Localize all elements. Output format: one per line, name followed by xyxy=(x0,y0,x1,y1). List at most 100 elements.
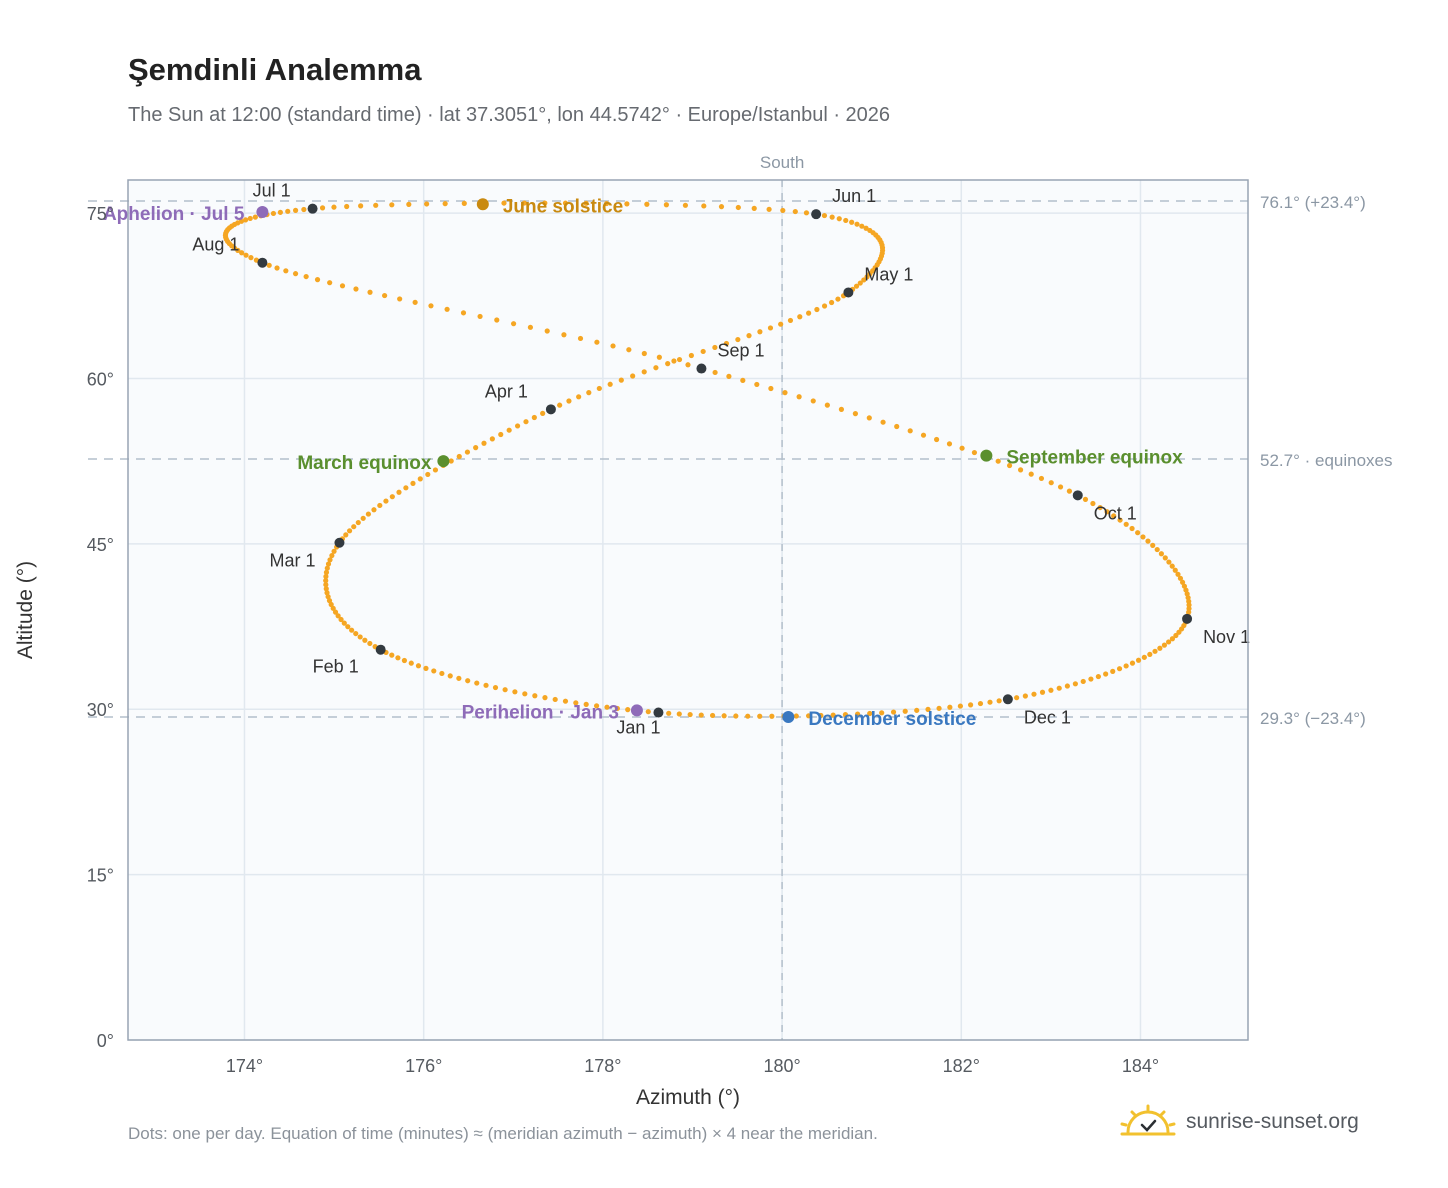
daily-dot xyxy=(782,390,788,396)
month-marker xyxy=(1072,490,1083,501)
daily-dot xyxy=(341,620,347,626)
daily-dot xyxy=(879,710,885,716)
daily-dot xyxy=(1157,645,1163,651)
daily-dot xyxy=(907,428,913,434)
daily-dot xyxy=(863,225,869,231)
daily-dot xyxy=(1017,467,1024,473)
daily-dot xyxy=(331,204,337,210)
month-marker xyxy=(307,203,318,214)
daily-dot xyxy=(838,406,845,412)
daily-dot xyxy=(389,202,395,208)
axes: 174° 176° 178° 180° 182° 184° 0° 15° 30° 45° 60° 75… xyxy=(87,204,1159,1076)
month-marker xyxy=(1182,613,1193,624)
daily-dot xyxy=(656,354,662,360)
daily-dot xyxy=(243,252,249,258)
daily-dot xyxy=(1140,534,1146,540)
daily-dot xyxy=(242,217,249,223)
daily-dot xyxy=(531,414,537,421)
month-marker xyxy=(545,404,556,415)
daily-dot xyxy=(751,205,757,211)
daily-dot xyxy=(663,202,669,208)
daily-dot xyxy=(358,203,364,209)
daily-dot xyxy=(1173,632,1179,639)
daily-dot xyxy=(586,390,592,396)
daily-dot xyxy=(853,283,860,289)
daily-dot xyxy=(349,627,355,633)
daily-dot xyxy=(447,673,453,679)
daily-dot xyxy=(1117,517,1123,523)
month-marker xyxy=(1002,694,1013,705)
daily-dot xyxy=(561,332,567,338)
daily-dot xyxy=(562,200,569,206)
daily-dot xyxy=(415,663,422,669)
daily-dot xyxy=(461,200,467,206)
month-marker xyxy=(257,257,268,268)
chart-title: Şemdinli Analemma xyxy=(128,52,422,87)
daily-dot xyxy=(709,712,716,719)
daily-dot xyxy=(814,306,820,313)
daily-dot xyxy=(522,691,528,697)
daily-dot xyxy=(1038,475,1045,482)
daily-dot xyxy=(630,373,636,379)
daily-dot xyxy=(934,436,940,443)
reference-lines: South 76.1° (+23.4°) 52.7° · equinoxes 29.3… xyxy=(88,153,1393,1040)
daily-dot xyxy=(920,432,927,438)
daily-dot xyxy=(239,250,245,256)
daily-dot xyxy=(861,277,867,283)
x-axis-label: Azimuth (°) xyxy=(636,1086,740,1109)
month-label: Jul 1 xyxy=(253,181,291,201)
daily-dot xyxy=(432,467,439,473)
month-label: Oct 1 xyxy=(1094,503,1137,523)
daily-dot xyxy=(481,440,487,446)
daily-dot xyxy=(746,333,752,339)
event-marker xyxy=(782,710,795,723)
daily-dot xyxy=(766,206,772,212)
daily-dot xyxy=(583,200,589,206)
daily-dot xyxy=(1172,567,1178,573)
daily-dot xyxy=(573,700,579,706)
daily-dot xyxy=(266,262,272,268)
daily-dot xyxy=(787,317,794,324)
daily-dot xyxy=(1082,496,1089,502)
daily-dot xyxy=(1064,683,1070,689)
event-marker xyxy=(630,704,643,717)
daily-dot xyxy=(1165,639,1172,645)
daily-dot xyxy=(721,713,727,719)
daily-dot xyxy=(270,210,277,217)
daily-dot xyxy=(292,207,299,213)
daily-dot xyxy=(830,712,836,718)
brand: sunrise-sunset.org xyxy=(1118,1104,1359,1140)
daily-dot xyxy=(665,361,671,367)
daily-dot xyxy=(676,356,683,363)
daily-dot xyxy=(604,704,610,710)
daily-dot xyxy=(1175,571,1181,577)
plot-area xyxy=(128,180,1248,1040)
sun-logo-icon xyxy=(1120,1104,1176,1136)
daily-dot xyxy=(365,511,372,517)
daily-dot xyxy=(902,708,908,714)
daily-dot xyxy=(641,350,647,357)
daily-dot xyxy=(512,689,518,695)
month-marker xyxy=(843,287,854,298)
daily-dot xyxy=(987,699,993,705)
daily-dot xyxy=(810,398,816,404)
daily-dot xyxy=(914,707,920,713)
y-axis-label: Altitude (°) xyxy=(14,561,37,659)
daily-dot xyxy=(301,206,307,213)
daily-dot xyxy=(540,410,546,417)
daily-dot xyxy=(1176,629,1182,635)
daily-dot xyxy=(1048,480,1054,486)
reference-label: 52.7° · equinoxes xyxy=(1260,451,1393,470)
month-label: Jun 1 xyxy=(832,186,876,206)
daily-dot xyxy=(1135,657,1142,663)
daily-dot xyxy=(1056,685,1062,691)
y-tick-label: 0° xyxy=(97,1031,114,1051)
daily-dot xyxy=(410,480,416,486)
daily-dot xyxy=(936,705,942,711)
month-label: Dec 1 xyxy=(1024,707,1071,727)
daily-dot xyxy=(618,377,624,383)
y-tick-label: 60° xyxy=(87,369,114,389)
daily-dot xyxy=(444,306,450,312)
daily-dot xyxy=(424,201,430,207)
